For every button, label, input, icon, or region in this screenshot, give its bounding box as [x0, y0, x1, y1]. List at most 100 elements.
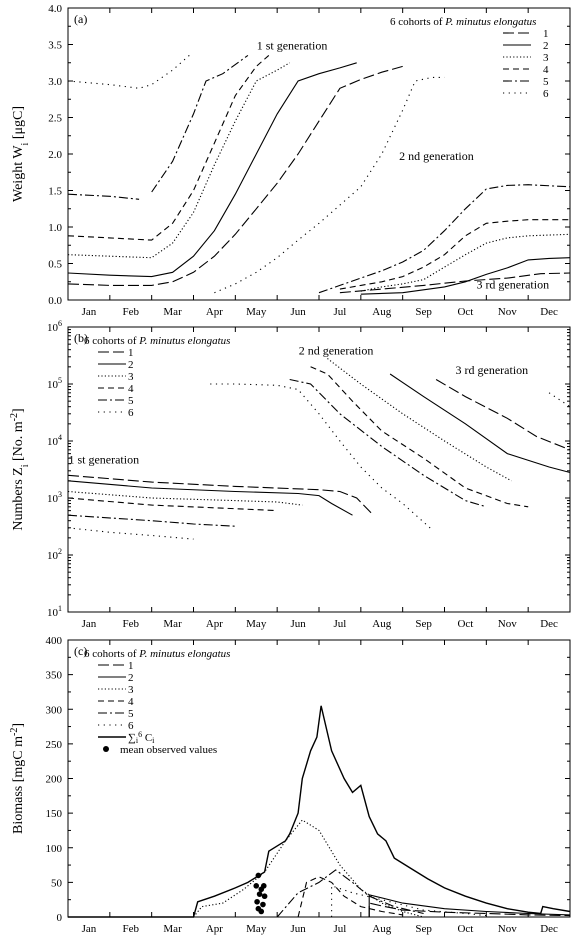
- legend-label: ∑i6 Ci: [128, 730, 155, 745]
- observed-point: [256, 891, 263, 897]
- observed-point: [253, 883, 260, 889]
- legend-label: 5: [128, 708, 134, 720]
- y-tick-label: 4.0: [48, 3, 62, 15]
- legend-label: 4: [128, 383, 134, 395]
- y-tick-label: 1.5: [48, 186, 62, 198]
- series-line-2: [67, 480, 353, 516]
- panel-3: 0 50 100 150 200 250 300 350 400 Jan Feb Mar Apr May J…: [9, 635, 571, 935]
- x-tick-label: Mar: [163, 923, 182, 935]
- x-tick-label: Jan: [82, 923, 97, 935]
- annotation: 1 st generation: [257, 39, 328, 53]
- series-line-6: [67, 527, 194, 540]
- panel-label: (c): [74, 644, 87, 658]
- legend-label: mean observed values: [120, 744, 217, 756]
- legend-label: 3: [128, 684, 134, 696]
- x-tick-label: May: [246, 923, 267, 935]
- series-line-2: [67, 62, 357, 278]
- y-tick-label: 2.0: [48, 149, 62, 161]
- legend-label: 1: [543, 28, 549, 40]
- observed-point: [260, 883, 267, 889]
- y-tick-label: 400: [46, 635, 63, 647]
- annotation: 3 rd generation: [456, 363, 529, 377]
- y-tick-label: 3.5: [48, 40, 62, 52]
- series-line-6: [67, 54, 190, 89]
- y-tick-label: 2.5: [48, 113, 62, 125]
- series-line-2: [389, 373, 571, 474]
- legend-title: 6 cohorts of P. minutus elongatus: [84, 648, 230, 660]
- y-tick-label: 101: [47, 604, 62, 619]
- y-tick-label: 104: [47, 433, 62, 448]
- series-line-5: [276, 869, 424, 918]
- y-tick-label: 1.0: [48, 222, 62, 234]
- x-tick-label: Dec: [540, 618, 558, 630]
- x-tick-label: Aug: [372, 306, 391, 318]
- x-tick-label: Sep: [415, 306, 432, 318]
- observed-point: [254, 898, 260, 905]
- y-tick-label: 100: [46, 843, 63, 855]
- x-tick-label: Nov: [498, 618, 517, 630]
- legend-label: 5: [543, 76, 549, 88]
- legend-label: 2: [128, 359, 134, 371]
- y-tick-label: 250: [46, 739, 63, 751]
- series-line-6: [214, 76, 445, 294]
- legend-label: 1: [128, 660, 134, 672]
- annotation: 3 rd generation: [476, 277, 549, 291]
- x-tick-label: Apr: [206, 618, 223, 630]
- series-line-5: [151, 54, 249, 193]
- x-tick-label: Jul: [333, 923, 346, 935]
- panel-1: 0.0 0.5 1.0 1.5 2.0 2.5 3.0 3.5 4.0 Jan Feb Mar Apr M…: [11, 3, 571, 318]
- legend-label: 3: [128, 371, 134, 383]
- observed-point: [260, 901, 266, 908]
- x-tick-label: Nov: [498, 306, 517, 318]
- plot-frame: [67, 639, 571, 918]
- x-tick-label: Feb: [123, 306, 140, 318]
- y-tick-label: 3.0: [48, 76, 62, 88]
- x-tick-label: Oct: [457, 618, 473, 630]
- series-line-6: [210, 383, 433, 530]
- series-line-4: [310, 366, 529, 508]
- x-tick-label: Jan: [82, 306, 97, 318]
- panel-label: (b): [74, 331, 88, 345]
- legend-label: 6: [543, 88, 549, 100]
- y-axis-label: Numbers Zi [No. m-2]: [9, 408, 31, 530]
- x-tick-label: Jan: [82, 618, 97, 630]
- series-line-1: [67, 474, 374, 516]
- series-line-5: [67, 193, 140, 200]
- y-tick-label: 106: [47, 319, 62, 334]
- series-line-3: [193, 819, 424, 918]
- y-tick-label: 50: [51, 877, 63, 889]
- x-tick-label: May: [246, 306, 267, 318]
- annotation: 2 nd generation: [299, 343, 374, 357]
- x-tick-label: Feb: [123, 618, 140, 630]
- x-tick-label: Oct: [457, 306, 473, 318]
- series-line-5: [289, 378, 487, 508]
- y-tick-label: 200: [46, 774, 63, 786]
- series-line-4: [297, 876, 403, 918]
- legend-marker: [103, 746, 109, 752]
- series-line-4: [67, 54, 270, 241]
- observed-point: [261, 893, 268, 900]
- legend-label: 4: [128, 696, 134, 708]
- x-tick-label: Aug: [372, 923, 391, 935]
- legend-label: 3: [543, 52, 549, 64]
- y-tick-label: 0: [57, 912, 63, 924]
- x-tick-label: Dec: [540, 306, 558, 318]
- panel-2: 101 102 103 104 105 106 Jan Feb Mar Apr May Jun Jul A…: [9, 319, 571, 630]
- x-tick-label: Oct: [457, 923, 473, 935]
- legend-label: 4: [543, 64, 549, 76]
- x-tick-label: May: [246, 618, 267, 630]
- y-tick-label: 350: [46, 670, 63, 682]
- series-line-1: [435, 379, 571, 451]
- series-line-1: [339, 272, 571, 294]
- legend-title: 6 cohorts of P. minutus elongatus: [390, 16, 536, 28]
- series-line-4: [339, 219, 570, 290]
- series-line-3: [67, 62, 290, 259]
- x-tick-label: Jun: [290, 618, 306, 630]
- y-tick-label: 0.5: [48, 259, 62, 271]
- x-tick-label: Jun: [290, 923, 306, 935]
- y-tick-label: 150: [46, 808, 63, 820]
- series-line-3: [67, 490, 303, 506]
- annotation: 1 st generation: [68, 453, 139, 467]
- y-axis-label: Biomass [mgC m-2]: [9, 723, 27, 834]
